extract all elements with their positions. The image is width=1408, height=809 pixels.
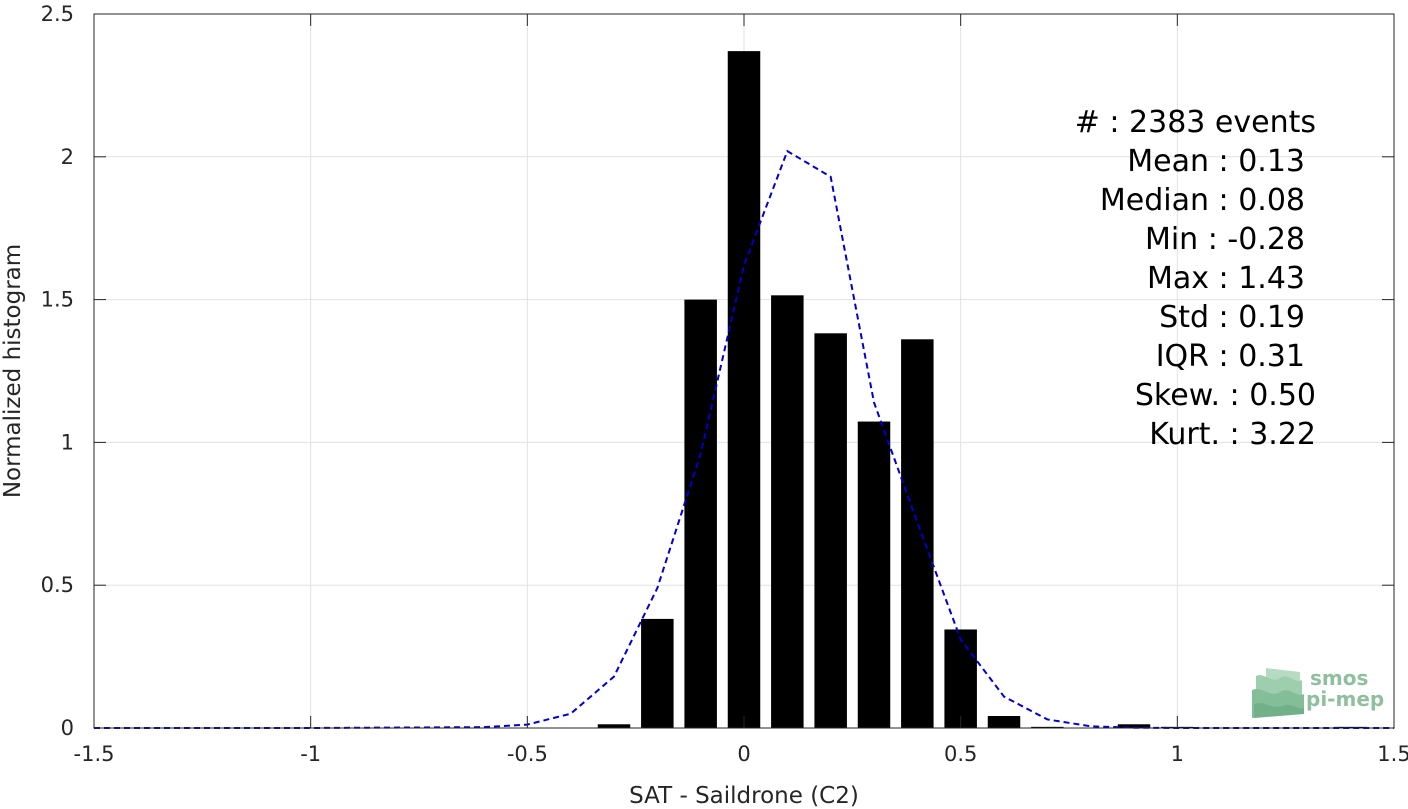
y-tick-label: 0	[61, 716, 74, 740]
y-tick-labels: 0 0.5 1 1.5 2 2.5	[41, 2, 74, 740]
bars	[597, 51, 1367, 729]
y-tick-label: 1.5	[41, 288, 74, 312]
histogram-bar	[641, 618, 674, 728]
stat-std: Std : 0.19	[1159, 300, 1305, 335]
statistics-annotation: # : 2383 events Mean : 0.13 Median : 0.0…	[1075, 105, 1316, 452]
y-tick-label: 0.5	[41, 573, 74, 597]
stat-median: Median : 0.08	[1100, 183, 1305, 218]
y-axis-label: Normalized histogram	[0, 244, 26, 498]
x-tick-labels: -1.5 -1 -0.5 0 0.5 1 1.5	[74, 742, 1408, 766]
histogram-bar	[857, 421, 891, 728]
stat-kurt: Kurt. : 3.22	[1149, 417, 1316, 452]
y-tick-label: 1	[61, 430, 74, 454]
wave-logo-icon	[1252, 668, 1304, 718]
histogram-bar	[727, 51, 761, 729]
histogram-bar	[771, 295, 804, 728]
histogram-bar	[901, 339, 934, 728]
x-tick-label: 0.5	[944, 742, 977, 766]
logo-text-pimep: pi-mep	[1306, 687, 1384, 711]
stat-events: # : 2383 events	[1075, 105, 1316, 140]
gaussian-fit-line	[94, 149, 1394, 729]
y-tick-label: 2	[61, 145, 74, 169]
histogram-bar	[814, 333, 847, 728]
ticks	[93, 13, 1395, 729]
histogram-bar	[684, 299, 717, 728]
histogram-bar	[944, 629, 977, 728]
histogram-bar	[987, 716, 1021, 728]
stat-iqr: IQR : 0.31	[1156, 339, 1305, 374]
y-tick-label: 2.5	[41, 2, 74, 26]
logo-text-smos: smos	[1310, 666, 1368, 690]
histogram-bar	[1117, 724, 1151, 728]
stat-skew: Skew. : 0.50	[1135, 378, 1316, 413]
histogram-bar	[597, 724, 631, 728]
histogram-bar	[1031, 726, 1064, 728]
x-tick-label: -0.5	[507, 742, 548, 766]
stat-max: Max : 1.43	[1147, 261, 1305, 296]
x-axis-label: SAT - Saildrone (C2)	[629, 783, 859, 809]
stat-min: Min : -0.28	[1145, 222, 1305, 257]
x-tick-label: -1	[300, 742, 321, 766]
x-tick-label: 1	[1171, 742, 1184, 766]
histogram-bar	[1334, 726, 1367, 728]
x-tick-label: -1.5	[74, 742, 115, 766]
stat-mean: Mean : 0.13	[1127, 144, 1305, 179]
smos-pi-mep-logo: smos pi-mep	[1252, 666, 1384, 718]
x-tick-label: 0	[737, 742, 750, 766]
x-tick-label: 1.5	[1377, 742, 1408, 766]
